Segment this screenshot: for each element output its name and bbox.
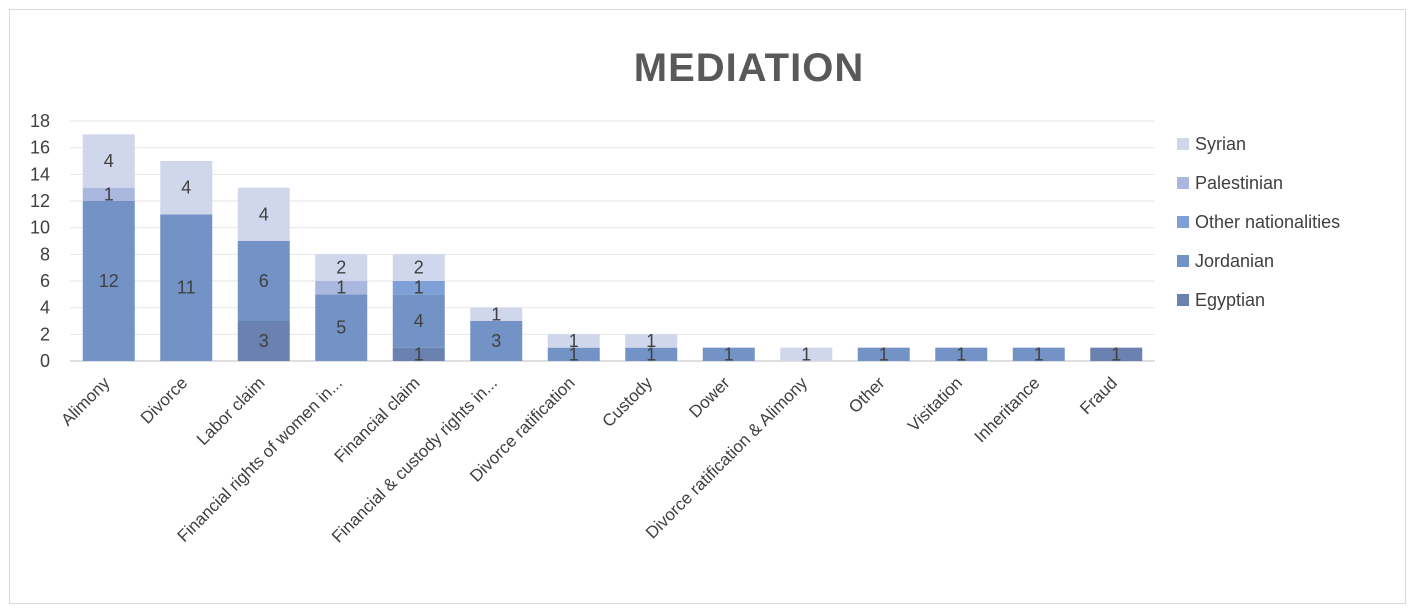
data-label: 1 [414, 278, 424, 298]
x-tick-label: Alimony [57, 373, 114, 430]
x-tick-label: Divorce ratification & Alimony [642, 373, 811, 542]
x-tick-label: Divorce [137, 373, 191, 427]
legend-swatch [1177, 294, 1189, 306]
bar-segment [470, 321, 523, 361]
bar-segment [160, 214, 213, 361]
data-label: 1 [646, 331, 656, 351]
y-tick-label: 10 [30, 218, 50, 238]
x-tick-label: Visitation [904, 373, 966, 435]
y-axis: 0 2 4 6 8 10 12 14 16 18 [30, 111, 50, 371]
bar-segment [857, 347, 910, 361]
legend-label: Jordanian [1195, 251, 1274, 271]
data-label: 1 [724, 344, 734, 364]
bar-segment [82, 134, 135, 188]
bar-segment [315, 254, 368, 281]
y-tick-label: 2 [40, 324, 50, 344]
legend: Syrian Palestinian Other nationalities Jord… [1177, 134, 1340, 310]
bar-segment [392, 281, 445, 295]
x-tick-label: Financial & custody rights in... [328, 373, 501, 546]
x-tick-label: Other [845, 373, 889, 417]
data-label: 1 [569, 331, 579, 351]
y-tick-label: 14 [30, 164, 50, 184]
data-label: 3 [491, 331, 501, 351]
legend-swatch [1177, 255, 1189, 267]
x-tick-label: Financial rights of women in... [174, 373, 346, 545]
data-label: 1 [491, 304, 501, 324]
legend-swatch [1177, 138, 1189, 150]
bar-segment [392, 347, 445, 361]
bar-segment [780, 347, 833, 361]
legend-label: Egyptian [1195, 290, 1265, 310]
bar-segment [470, 307, 523, 321]
legend-label: Palestinian [1195, 173, 1283, 193]
bar-segment [1012, 347, 1065, 361]
bar-segment [547, 334, 600, 348]
y-tick-label: 12 [30, 191, 50, 211]
bar-segment [315, 281, 368, 295]
legend-label: Other nationalities [1195, 212, 1340, 232]
x-tick-label: Dower [685, 373, 733, 421]
data-label: 4 [104, 151, 114, 171]
data-label: 1 [1111, 344, 1121, 364]
y-tick-label: 8 [40, 244, 50, 264]
data-label: 1 [646, 344, 656, 364]
data-label: 1 [801, 344, 811, 364]
bar-segment [935, 347, 988, 361]
data-label: 1 [336, 278, 346, 298]
data-label: 4 [181, 178, 191, 198]
y-tick-label: 16 [30, 138, 50, 158]
data-label: 3 [259, 331, 269, 351]
y-tick-label: 18 [30, 111, 50, 131]
gridlines [70, 120, 1155, 362]
data-label: 11 [177, 278, 196, 298]
y-tick-label: 0 [40, 351, 50, 371]
data-label: 1 [1034, 344, 1044, 364]
bar-segment [237, 241, 290, 321]
data-label: 12 [99, 271, 119, 291]
bar-segment [1090, 347, 1143, 361]
data-label: 1 [414, 344, 424, 364]
bar-segment [160, 161, 213, 215]
chart-title: MEDIATION [634, 46, 864, 90]
bars [82, 134, 1143, 361]
bar-segment [547, 347, 600, 361]
data-label: 1 [569, 344, 579, 364]
data-label: 6 [259, 271, 269, 291]
bar-segment [237, 187, 290, 241]
bar-segment [625, 347, 678, 361]
x-tick-label: Labor claim [193, 373, 269, 449]
x-tick-label: Custody [599, 373, 657, 431]
data-label: 2 [414, 258, 424, 278]
x-tick-label: Fraud [1076, 373, 1121, 418]
data-label: 2 [336, 258, 346, 278]
y-tick-label: 6 [40, 271, 50, 291]
bar-segment [237, 321, 290, 361]
bar-segment [392, 294, 445, 348]
legend-swatch [1177, 177, 1189, 189]
data-label: 4 [259, 204, 269, 224]
data-label: 1 [104, 184, 114, 204]
data-label: 5 [336, 318, 346, 338]
bar-segment [82, 187, 135, 201]
bar-segment [315, 294, 368, 361]
bar-segment [82, 201, 135, 361]
data-label: 1 [879, 344, 889, 364]
data-label: 4 [414, 311, 424, 331]
x-tick-label: Inheritance [971, 373, 1044, 446]
bar-segment [392, 254, 445, 281]
data-label: 1 [956, 344, 966, 364]
y-tick-label: 4 [40, 298, 50, 318]
legend-swatch [1177, 216, 1189, 228]
bar-segment [702, 347, 755, 361]
legend-label: Syrian [1195, 134, 1246, 154]
bar-segment [625, 334, 678, 348]
